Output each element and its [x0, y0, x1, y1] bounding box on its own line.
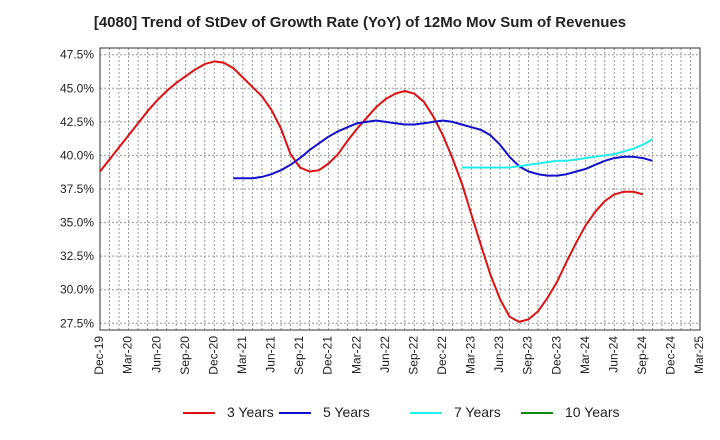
- y-tick-label: 45.0%: [60, 81, 94, 95]
- x-tick-label: Mar-24: [578, 336, 592, 374]
- plot-frame: [99, 47, 701, 331]
- legend-item-7-years: 7 Years: [410, 404, 501, 420]
- x-tick-label: Jun-20: [149, 336, 163, 373]
- legend-item-5-years: 5 Years: [279, 404, 370, 420]
- legend-item-3-years: 3 Years: [183, 404, 274, 420]
- x-tick-label: Sep-24: [635, 336, 649, 375]
- series-line-7-years: [461, 138, 653, 169]
- y-tick-label: 37.5%: [60, 182, 94, 196]
- legend-swatch: [521, 412, 553, 415]
- chart-legend: 3 Years 5 Years 7 Years 10 Years: [0, 404, 720, 426]
- chart-title: [4080] Trend of StDev of Growth Rate (Yo…: [93, 14, 627, 31]
- x-tick-label: Dec-23: [549, 336, 563, 375]
- y-tick-label: 47.5%: [60, 48, 94, 62]
- y-tick-label: 35.0%: [60, 216, 94, 230]
- x-tick-label: Dec-21: [321, 336, 335, 375]
- x-tick-label: Mar-25: [692, 336, 706, 374]
- legend-item-10-years: 10 Years: [521, 404, 620, 420]
- x-tick-label: Sep-22: [406, 336, 420, 375]
- x-tick-label: Mar-23: [464, 336, 478, 374]
- legend-label: 3 Years: [227, 404, 274, 420]
- x-tick-label: Sep-23: [521, 336, 535, 375]
- y-tick-label: 32.5%: [60, 249, 94, 263]
- x-tick-label: Dec-19: [92, 336, 106, 375]
- x-tick-label: Mar-22: [349, 336, 363, 374]
- legend-label: 10 Years: [565, 404, 620, 420]
- x-tick-label: Mar-20: [121, 336, 135, 374]
- y-tick-label: 42.5%: [60, 115, 94, 129]
- x-tick-label: Sep-20: [178, 336, 192, 375]
- series-line-5-years: [233, 119, 653, 180]
- series-line-3-years: [99, 60, 644, 323]
- legend-swatch: [410, 412, 442, 415]
- legend-label: 5 Years: [323, 404, 370, 420]
- x-tick-label: Dec-24: [664, 336, 678, 375]
- legend-swatch: [279, 412, 311, 415]
- legend-label: 7 Years: [454, 404, 501, 420]
- x-tick-label: Jun-21: [264, 336, 278, 373]
- x-tick-label: Dec-20: [206, 336, 220, 375]
- legend-swatch: [183, 412, 215, 415]
- x-tick-label: Sep-21: [292, 336, 306, 375]
- x-tick-label: Jun-24: [606, 336, 620, 373]
- x-tick-label: Jun-23: [492, 336, 506, 373]
- y-tick-label: 40.0%: [60, 148, 94, 162]
- x-tick-label: Mar-21: [235, 336, 249, 374]
- x-tick-label: Dec-22: [435, 336, 449, 375]
- y-tick-label: 27.5%: [60, 316, 94, 330]
- x-tick-label: Jun-22: [378, 336, 392, 373]
- y-tick-label: 30.0%: [60, 283, 94, 297]
